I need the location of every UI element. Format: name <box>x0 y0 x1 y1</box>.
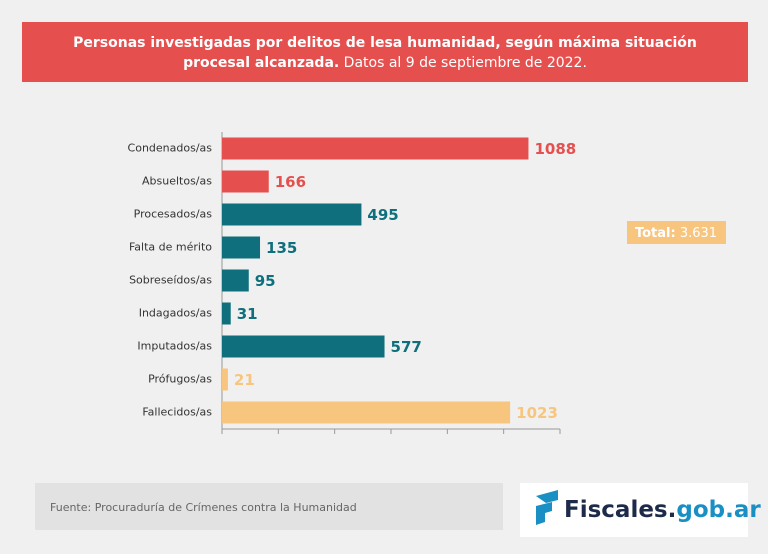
y-tick-label: Condenados/as <box>128 142 213 155</box>
y-tick-label: Indagados/as <box>139 307 213 320</box>
y-tick-label: Prófugos/as <box>148 373 212 386</box>
value-label: 1088 <box>534 140 576 158</box>
y-tick-label: Imputados/as <box>137 340 212 353</box>
chart-title: Personas investigadas por delitos de les… <box>73 35 697 51</box>
value-label: 31 <box>237 305 258 323</box>
logo-part: gob.ar <box>676 497 761 523</box>
total-box <box>627 221 726 244</box>
bar <box>222 137 529 160</box>
logo-icon <box>536 490 558 525</box>
logo-text: Fiscales.gob.ar <box>564 497 761 523</box>
y-tick-label: Absueltos/as <box>142 175 212 188</box>
title-line: procesal alcanzada. Datos al 9 de septie… <box>183 55 587 71</box>
value-label: 21 <box>234 371 255 389</box>
value-label: 166 <box>275 173 306 191</box>
source: Fuente: Procuraduría de Crímenes contra … <box>50 501 357 514</box>
total-value: 3.631 <box>680 226 717 241</box>
bar <box>222 335 385 358</box>
total-label: Total: <box>635 226 676 241</box>
y-tick-label: Fallecidos/as <box>142 406 212 419</box>
logo-part: Fiscales. <box>564 497 676 523</box>
value-label: 577 <box>391 338 422 356</box>
bar <box>222 269 249 292</box>
title-banner <box>22 22 748 82</box>
bar <box>222 203 362 226</box>
y-tick-label: Sobreseídos/as <box>129 274 212 287</box>
chart-title: procesal alcanzada. <box>183 55 339 71</box>
value-label: 95 <box>255 272 276 290</box>
y-tick-label: Procesados/as <box>134 208 213 221</box>
bar <box>222 401 511 424</box>
value-label: 1023 <box>516 404 558 422</box>
bar <box>222 368 228 391</box>
bar <box>222 236 261 259</box>
subtitle: Datos al 9 de septiembre de 2022. <box>344 55 587 71</box>
value-label: 495 <box>367 206 398 224</box>
total-annotation: Total: 3.631 <box>635 226 717 241</box>
y-tick-label: Falta de mérito <box>129 241 212 254</box>
bar <box>222 302 231 325</box>
bar <box>222 170 269 193</box>
source-box <box>35 483 503 530</box>
value-label: 135 <box>266 239 297 257</box>
